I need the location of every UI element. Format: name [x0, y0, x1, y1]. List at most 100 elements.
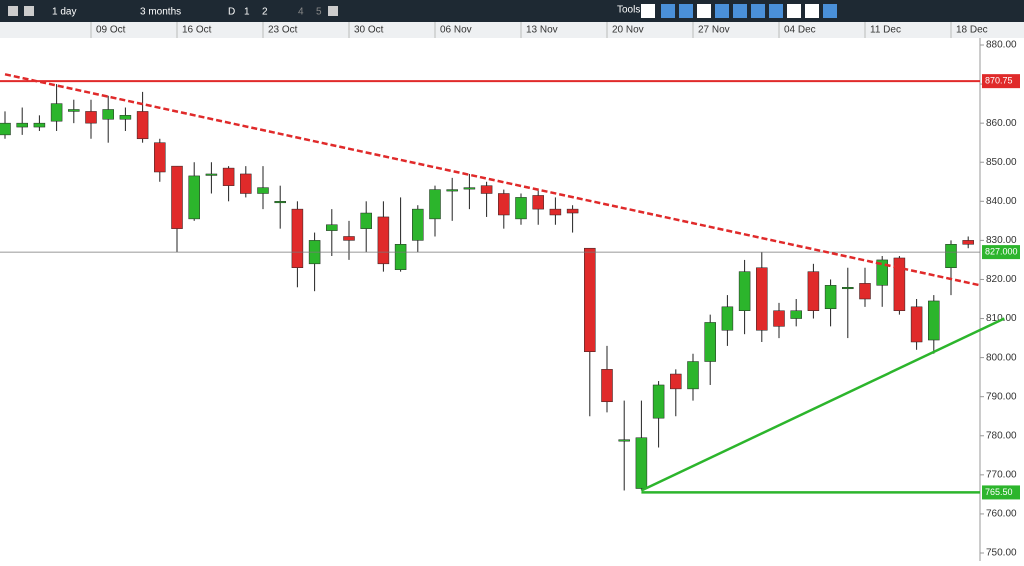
candle-body — [859, 283, 871, 300]
candle-body — [360, 212, 372, 229]
candle-body — [222, 167, 235, 186]
candle-body — [16, 122, 28, 128]
candle-body — [532, 195, 544, 210]
tool-icons — [641, 4, 837, 18]
candle-body — [377, 216, 390, 265]
tool[interactable] — [787, 4, 801, 18]
x-tick-label: 13 Nov — [526, 25, 558, 36]
tool[interactable] — [697, 4, 711, 18]
y-tick-label: 760.00 — [986, 509, 1017, 520]
candle-body — [480, 185, 493, 194]
candle-body — [102, 109, 114, 120]
x-tick-label: 27 Nov — [698, 25, 730, 36]
y-tick-label: 850.00 — [986, 157, 1017, 168]
period[interactable]: 2 — [262, 7, 268, 18]
candle-body — [205, 173, 218, 176]
candle-body — [618, 439, 630, 442]
price-label: 870.75 — [985, 76, 1013, 86]
interval[interactable]: 1 day — [52, 7, 76, 18]
candle-body — [429, 189, 441, 220]
icon[interactable] — [8, 6, 18, 16]
price-label: 765.50 — [985, 487, 1013, 497]
date-header — [0, 22, 1024, 38]
tool[interactable] — [733, 4, 747, 18]
candle-body — [326, 224, 338, 231]
tool[interactable] — [805, 4, 819, 18]
icon[interactable] — [24, 6, 34, 16]
candle-body — [584, 247, 596, 353]
candle-body — [721, 306, 734, 331]
x-tick-label: 16 Oct — [182, 25, 212, 36]
candle-body — [257, 187, 269, 194]
candle-body — [0, 122, 11, 136]
y-tick-label: 820.00 — [986, 274, 1017, 285]
candle-body — [566, 208, 579, 214]
candle-body — [876, 259, 888, 286]
candle-body — [910, 306, 923, 343]
candle-body — [515, 197, 527, 220]
candle-body — [498, 193, 510, 216]
x-tick-label: 11 Dec — [870, 25, 901, 36]
candle-body — [635, 437, 648, 489]
y-tick-label: 770.00 — [986, 469, 1017, 480]
y-tick-label: 780.00 — [986, 430, 1017, 441]
tool[interactable] — [751, 4, 765, 18]
candle-body — [962, 240, 974, 245]
y-tick-label: 860.00 — [986, 118, 1017, 129]
toolbar — [0, 0, 1024, 22]
price-tag — [982, 485, 1020, 500]
x-tick-label: 23 Oct — [268, 25, 298, 36]
trendline — [4, 73, 981, 287]
candle-body — [85, 111, 97, 124]
candle-body — [773, 310, 785, 327]
candle-body — [893, 257, 906, 311]
tool[interactable] — [679, 4, 693, 18]
x-tick-label: 04 Dec — [784, 25, 816, 36]
candle-body — [119, 115, 132, 120]
x-tick-label: 20 Nov — [612, 25, 644, 36]
tool[interactable] — [641, 4, 655, 18]
price-tag — [982, 245, 1020, 260]
candle-body — [687, 361, 699, 390]
x-tick-label: 18 Dec — [956, 25, 988, 36]
candle-body — [154, 142, 166, 173]
candle-body — [412, 208, 424, 241]
y-tick-label: 830.00 — [986, 235, 1017, 246]
tool[interactable] — [661, 4, 675, 18]
tool[interactable] — [823, 4, 837, 18]
period[interactable]: D — [228, 7, 235, 18]
y-tick-label: 800.00 — [986, 352, 1017, 363]
candle-body — [291, 208, 304, 268]
tool[interactable] — [715, 4, 729, 18]
candle-body — [756, 267, 768, 331]
candle-body — [240, 173, 252, 194]
candle-body — [601, 369, 613, 403]
candle-body — [670, 373, 682, 390]
candle-body — [68, 109, 80, 112]
candle-body — [824, 285, 837, 310]
candle-body — [928, 300, 940, 341]
candle-body — [33, 122, 46, 128]
icon[interactable] — [328, 6, 338, 16]
candle-body — [549, 208, 562, 216]
tools[interactable]: Tools — [617, 5, 640, 16]
period[interactable]: 1 — [244, 7, 250, 18]
candle-body — [274, 201, 286, 204]
tool[interactable] — [769, 4, 783, 18]
candle-body — [790, 310, 802, 319]
candle-body — [136, 111, 149, 140]
x-tick-label: 30 Oct — [354, 25, 384, 36]
candle-body — [738, 271, 751, 311]
candle-body — [446, 189, 458, 192]
period[interactable]: 4 — [298, 7, 304, 18]
candle-body — [704, 322, 716, 362]
x-tick-label: 06 Nov — [440, 25, 472, 36]
candle-body — [394, 244, 407, 270]
period[interactable]: 5 — [316, 7, 322, 18]
range[interactable]: 3 months — [140, 7, 181, 18]
candle-body — [842, 287, 854, 290]
price-tag — [982, 74, 1020, 89]
candle-body — [343, 236, 355, 241]
y-tick-label: 790.00 — [986, 391, 1017, 402]
